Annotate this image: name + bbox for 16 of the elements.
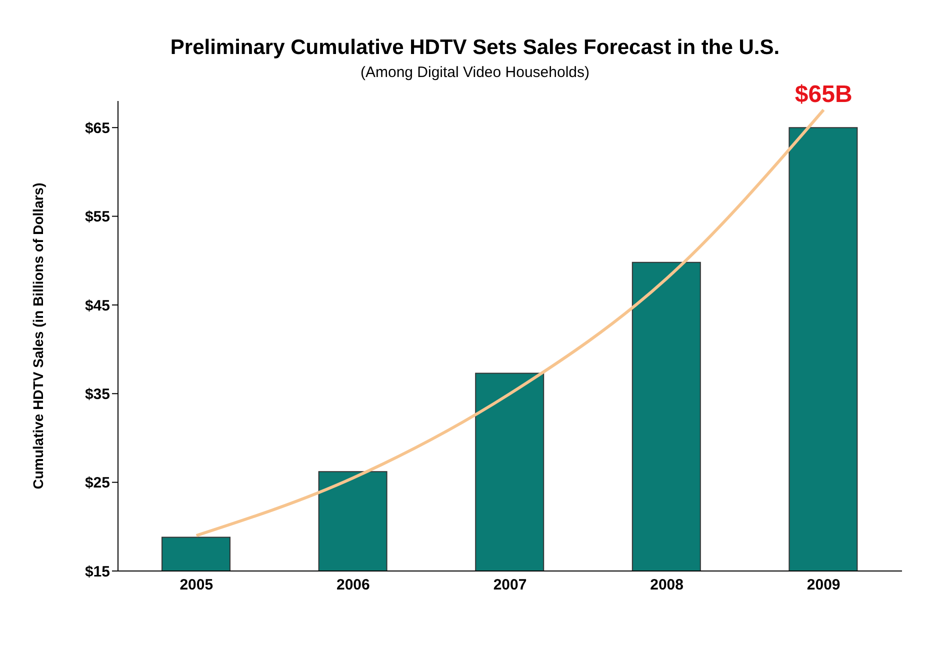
- y-tick-label: $35: [84, 386, 110, 403]
- y-axis-title: Cumulative HDTV Sales (in Billions of Dollars): [30, 182, 46, 490]
- y-tick-label: $15: [84, 563, 110, 580]
- y-tick-label: $45: [84, 297, 110, 314]
- x-tick-label: 2009: [806, 576, 840, 594]
- y-tick-label: $65: [84, 120, 110, 137]
- chart-subtitle: (Among Digital Video Households): [359, 64, 590, 81]
- x-tick-label: 2005: [180, 576, 214, 594]
- x-tick-label: 2007: [493, 576, 527, 594]
- y-tick-label: $55: [84, 208, 110, 226]
- chart-title: Preliminary Cumulative HDTV Sets Sales Forecast in the U.S.: [169, 35, 781, 60]
- y-tick-label: $25: [84, 474, 110, 492]
- line-series: [194, 108, 826, 538]
- annotation: $65B: [794, 80, 852, 108]
- x-tick-label: 2008: [650, 576, 684, 594]
- x-tick-label: 2006: [336, 576, 370, 594]
